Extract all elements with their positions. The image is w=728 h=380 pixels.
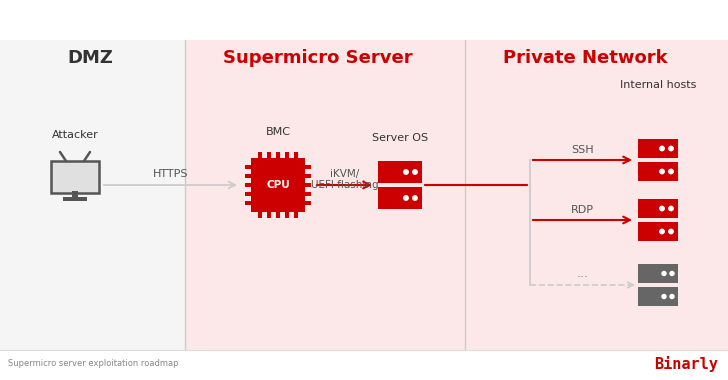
Text: Binarly: Binarly [654, 356, 718, 372]
Bar [245, 174, 251, 178]
Bar [305, 174, 311, 178]
Bar [0, 40, 185, 350]
Bar [72, 191, 78, 199]
Circle shape [662, 271, 666, 276]
Circle shape [669, 206, 673, 211]
Bar [276, 152, 280, 158]
Circle shape [660, 169, 664, 174]
Text: Attacker: Attacker [52, 130, 98, 140]
Text: Supermicro server exploitation roadmap: Supermicro server exploitation roadmap [8, 359, 178, 369]
Circle shape [670, 294, 674, 299]
Bar [267, 152, 271, 158]
Bar [245, 201, 251, 205]
Text: Private Network: Private Network [503, 49, 668, 67]
Bar [378, 187, 422, 209]
Circle shape [660, 206, 664, 211]
Text: Internal hosts: Internal hosts [620, 80, 696, 90]
Circle shape [670, 271, 674, 276]
Circle shape [413, 196, 417, 200]
Text: UEFI flashing: UEFI flashing [311, 180, 379, 190]
Circle shape [669, 169, 673, 174]
Text: HTTPS: HTTPS [153, 169, 189, 179]
Bar [294, 152, 298, 158]
Bar [63, 197, 87, 201]
Circle shape [660, 229, 664, 234]
Bar [305, 201, 311, 205]
Bar [638, 264, 678, 283]
Bar [245, 165, 251, 169]
Bar [267, 212, 271, 218]
Bar [258, 212, 262, 218]
Bar [305, 192, 311, 196]
Circle shape [669, 146, 673, 151]
Bar [638, 222, 678, 241]
Bar [465, 40, 728, 350]
Text: CPU: CPU [266, 180, 290, 190]
Bar [638, 139, 678, 158]
Bar [305, 183, 311, 187]
Bar [51, 161, 99, 193]
Bar [638, 199, 678, 218]
Bar [638, 287, 678, 306]
Bar [305, 165, 311, 169]
Bar [378, 161, 422, 183]
Bar [185, 40, 465, 350]
Bar [276, 212, 280, 218]
Circle shape [404, 170, 408, 174]
Text: ...: ... [577, 267, 588, 280]
Bar [285, 152, 289, 158]
Text: iKVM/: iKVM/ [330, 169, 359, 179]
Text: BMC: BMC [266, 127, 290, 137]
Circle shape [404, 196, 408, 200]
Text: RDP: RDP [571, 205, 594, 215]
Bar [245, 183, 251, 187]
Circle shape [669, 229, 673, 234]
Bar [285, 212, 289, 218]
Text: SSH: SSH [571, 145, 594, 155]
Circle shape [413, 170, 417, 174]
Bar [258, 152, 262, 158]
Bar [251, 158, 305, 212]
Bar [294, 212, 298, 218]
Circle shape [660, 146, 664, 151]
Bar [638, 162, 678, 181]
Text: Server OS: Server OS [372, 133, 428, 143]
Text: Supermicro Server: Supermicro Server [223, 49, 413, 67]
Text: DMZ: DMZ [67, 49, 113, 67]
Circle shape [662, 294, 666, 299]
Bar [245, 192, 251, 196]
